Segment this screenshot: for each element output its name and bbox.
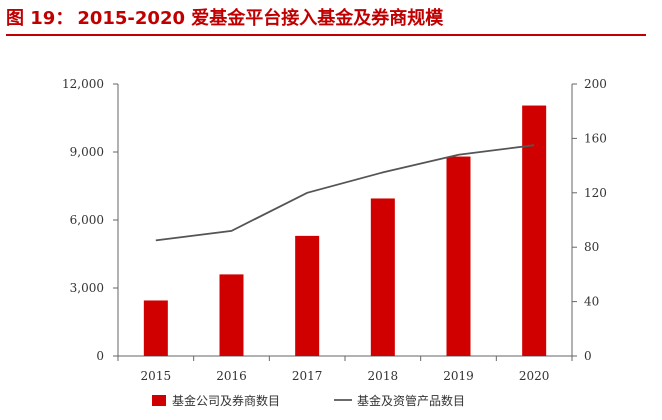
bar-series (143, 105, 547, 357)
legend: 基金公司及券商数目 基金及资管产品数目 (152, 393, 465, 408)
bar (370, 198, 395, 356)
y-right-tick-label: 0 (584, 349, 592, 363)
bar (446, 156, 471, 356)
x-tick-label: 2015 (141, 369, 172, 383)
y-right-tick-label: 40 (584, 295, 599, 309)
bar (143, 300, 168, 356)
x-tick-label: 2018 (368, 369, 399, 383)
bar (522, 105, 547, 357)
y-right-tick-label: 160 (584, 131, 607, 145)
legend-swatch-bar (152, 395, 166, 406)
series-line (155, 144, 535, 242)
y-left-tick-label: 9,000 (70, 145, 104, 159)
figure-title: 2015-2020 爱基金平台接入基金及券商规模 (77, 8, 444, 29)
figure-label: 图 19： (6, 8, 74, 29)
x-tick-label: 2019 (443, 369, 474, 383)
y-left-tick-label: 6,000 (70, 213, 104, 227)
y-right-tick-label: 120 (584, 186, 607, 200)
y-left-tick-label: 12,000 (62, 77, 104, 91)
y-right-tick-label: 80 (584, 240, 599, 254)
x-tick-label: 2020 (519, 369, 550, 383)
y-left-tick-label: 0 (96, 349, 104, 363)
chart-title: 图 19： 2015-2020 爱基金平台接入基金及券商规模 (6, 2, 443, 32)
legend-label-line: 基金及资管产品数目 (357, 393, 465, 408)
x-tick-label: 2016 (216, 369, 247, 383)
bar (295, 235, 320, 356)
axes-group: 0 3,000 6,000 9,000 12,000 0 40 80 120 160 200 2015… (62, 77, 607, 383)
title-divider (6, 34, 646, 36)
y-left-tick-label: 3,000 (70, 281, 104, 295)
line-series (155, 144, 535, 242)
y-right-tick-label: 200 (584, 77, 607, 91)
x-tick-label: 2017 (292, 369, 323, 383)
legend-label-bar: 基金公司及券商数目 (172, 393, 280, 408)
bar (219, 274, 244, 356)
